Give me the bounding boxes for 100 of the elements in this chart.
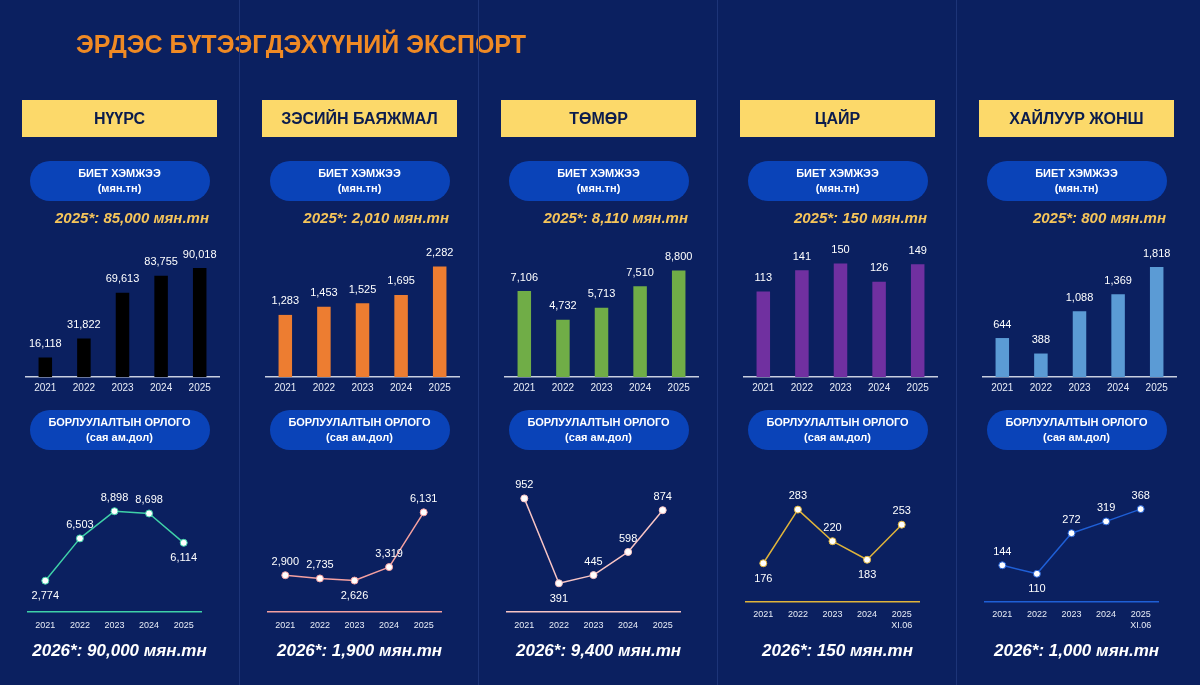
point xyxy=(41,576,50,585)
data-label: 1,453 xyxy=(310,286,338,299)
x-tick-label: 2025 xyxy=(1145,381,1169,393)
data-label: 16,118 xyxy=(28,337,62,350)
x-tick-label: 2021 xyxy=(34,381,57,393)
y-axis-title: (сая ам.дол) xyxy=(326,431,393,443)
bar xyxy=(633,286,647,377)
data-label: 2,282 xyxy=(425,246,454,259)
x-tick-label: 2021 xyxy=(753,609,774,620)
x-tick-label: 2022 xyxy=(1026,609,1047,620)
x-tick-label: 2025 xyxy=(413,620,434,631)
data-label: 319 xyxy=(1096,500,1116,513)
x-tick-label: 2024 xyxy=(867,381,891,393)
data-label: 150 xyxy=(831,243,850,256)
x-tick-label: 2024 xyxy=(628,381,652,393)
point xyxy=(315,574,324,583)
x-tick-label: 2021 xyxy=(274,381,297,393)
x-tick-label: 2025 xyxy=(428,381,452,393)
bar xyxy=(1072,311,1087,377)
data-label: 141 xyxy=(792,249,812,262)
data-label: 220 xyxy=(823,520,842,533)
data-label: 388 xyxy=(1031,333,1051,346)
data-label: 1,818 xyxy=(1142,246,1171,259)
data-label: 113 xyxy=(754,271,773,284)
x-tick-label: 2024 xyxy=(149,381,173,393)
y-axis-title: (мян.тн) xyxy=(337,182,382,194)
x-tick-label: 2023 xyxy=(822,609,843,620)
text: 2025*: 85,000 мян.тн xyxy=(54,209,210,226)
y-axis-title: (мян.тн) xyxy=(815,182,860,194)
point xyxy=(1102,517,1111,526)
data-label: 7,510 xyxy=(626,265,654,278)
bar xyxy=(432,266,447,377)
bar xyxy=(317,306,331,377)
data-label: 8,698 xyxy=(135,493,163,506)
data-label: 149 xyxy=(908,243,927,256)
x-tick-label: 2025 xyxy=(652,620,673,631)
text: 2026*: 1,000 мян.тн xyxy=(992,641,1160,661)
data-label: 69,613 xyxy=(105,272,140,285)
data-label: 598 xyxy=(618,531,638,544)
chart-title: ЗЭСИЙН БАЯЖМАЛ xyxy=(262,100,457,137)
x-tick-label: 2021 xyxy=(514,620,535,631)
bar xyxy=(833,263,848,377)
x-tick-label: 2024 xyxy=(1106,381,1130,393)
x-tick-label: 2023 xyxy=(351,381,375,393)
data-label: 2,735 xyxy=(306,557,334,570)
x-tick-label: 2023 xyxy=(104,620,125,631)
x-tick-label: 2023 xyxy=(344,620,365,631)
y-axis-title: (сая ам.дол) xyxy=(804,431,871,443)
x-tick-label: 2022 xyxy=(787,609,808,620)
point xyxy=(75,534,84,543)
data-label: 391 xyxy=(549,591,569,604)
x-tick-label: 2023 xyxy=(583,620,604,631)
data-label: 126 xyxy=(869,261,889,274)
point xyxy=(179,538,188,547)
point xyxy=(589,571,598,580)
text: 2025*: 2,010 мян.тн xyxy=(302,209,450,226)
x-tick-label: 2025 xyxy=(667,381,691,393)
point xyxy=(1136,505,1145,514)
chart-subtitle: БИЕТ ХЭМЖЭЭ xyxy=(796,167,879,179)
bar xyxy=(38,357,53,377)
chart-subtitle: БИЕТ ХЭМЖЭЭ xyxy=(78,167,161,179)
chart-title: ЦАЙР xyxy=(740,100,935,137)
text: 2026*: 9,400 мян.тн xyxy=(514,641,682,661)
bar xyxy=(1034,353,1048,377)
data-label: 176 xyxy=(754,571,773,584)
point xyxy=(520,494,529,503)
bar xyxy=(394,294,408,377)
x-tick-label: 2023 xyxy=(829,381,853,393)
data-label: 952 xyxy=(515,477,534,490)
point xyxy=(658,506,667,515)
x-tick-label: 2023 xyxy=(111,381,135,393)
x-tick-label: 2023 xyxy=(1061,609,1082,620)
y-axis-title: (мян.тн) xyxy=(1054,182,1099,194)
point xyxy=(554,579,563,588)
data-label: 110 xyxy=(1028,582,1046,595)
point xyxy=(998,561,1007,570)
x-tick-label: 2022 xyxy=(548,620,569,631)
x-tick-label: 2024 xyxy=(139,620,160,631)
bar xyxy=(278,314,293,377)
point xyxy=(385,563,394,572)
chart-subtitle: БИЕТ ХЭМЖЭЭ xyxy=(557,167,640,179)
bar xyxy=(517,291,532,377)
point xyxy=(793,505,802,514)
x-tick-label: 2024 xyxy=(389,381,413,393)
x-tick-label: 2022 xyxy=(312,381,336,393)
bar xyxy=(995,338,1010,377)
data-label: 644 xyxy=(993,317,1012,330)
data-label: 283 xyxy=(788,489,808,502)
x-tick-label: 2021 xyxy=(513,381,536,393)
x-tick-label: 2025 xyxy=(173,620,194,631)
data-label: 1,695 xyxy=(387,274,415,287)
data-label: 874 xyxy=(653,489,672,502)
x-tick-label: 2022 xyxy=(69,620,90,631)
point xyxy=(1032,569,1041,578)
text: 2026*: 90,000 мян.тн xyxy=(31,641,208,661)
y-axis-title: (сая ам.дол) xyxy=(86,431,153,443)
text: 2025*: 800 мян.тн xyxy=(1031,209,1167,226)
x-tick-label: 2022 xyxy=(1029,381,1053,393)
bar xyxy=(795,270,809,377)
x-tick-label: 2021 xyxy=(992,609,1013,620)
